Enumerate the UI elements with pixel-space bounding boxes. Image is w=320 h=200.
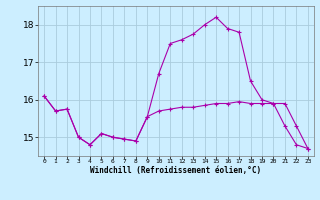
X-axis label: Windchill (Refroidissement éolien,°C): Windchill (Refroidissement éolien,°C) <box>91 166 261 175</box>
